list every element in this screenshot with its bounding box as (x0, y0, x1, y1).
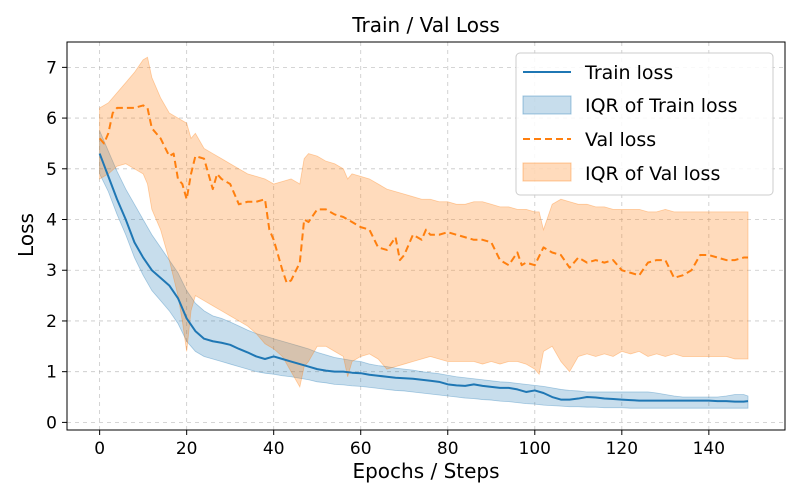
y-tick-label: 0 (46, 413, 57, 433)
legend: Train loss IQR of Train loss Val loss IQ… (515, 52, 774, 196)
x-tick-label: 0 (94, 439, 105, 459)
y-tick-label: 4 (46, 211, 57, 231)
legend-val-iqr-swatch (522, 162, 572, 182)
x-axis-label: Epochs / Steps (352, 459, 499, 483)
lines (98, 104, 749, 403)
x-tick-label: 100 (519, 439, 551, 459)
bands (99, 56, 749, 409)
y-axis-label: Loss (14, 213, 38, 257)
plot-frame (66, 41, 786, 431)
y-axis-ticks: 0 1 2 3 4 5 6 7 (46, 58, 67, 433)
val-loss-line (98, 104, 749, 284)
chart-title: Train / Val Loss (351, 13, 500, 37)
legend-train-iqr-swatch (522, 95, 572, 115)
legend-train-loss: Train loss (584, 62, 673, 84)
legend-train-iqr: IQR of Train loss (585, 95, 737, 117)
iqr-of-train-loss-band (99, 130, 749, 409)
legend-val-loss: Val loss (585, 129, 656, 151)
x-tick-label: 140 (693, 439, 725, 459)
legend-frame (515, 52, 774, 196)
legend-val-iqr: IQR of Val loss (585, 163, 720, 185)
x-tick-label: 120 (606, 439, 638, 459)
x-tick-label: 80 (437, 439, 459, 459)
x-tick-label: 40 (263, 439, 285, 459)
iqr-of-val-loss-band (99, 56, 749, 388)
x-tick-label: 60 (350, 439, 372, 459)
train-loss-line (98, 153, 749, 403)
y-tick-label: 2 (46, 312, 57, 332)
y-tick-label: 7 (46, 58, 57, 78)
y-tick-label: 5 (46, 160, 57, 180)
y-tick-label: 1 (46, 363, 57, 383)
y-tick-label: 3 (46, 261, 57, 281)
y-tick-label: 6 (46, 109, 57, 129)
x-tick-label: 20 (176, 439, 198, 459)
x-axis-ticks: 0 20 40 60 80 100 120 140 (94, 430, 725, 459)
